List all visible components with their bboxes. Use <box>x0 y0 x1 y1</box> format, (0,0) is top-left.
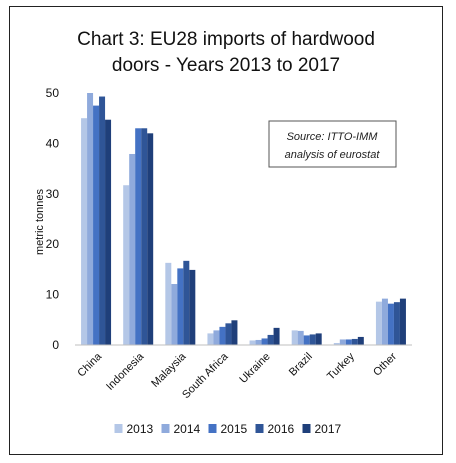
bar <box>207 333 214 345</box>
bar <box>267 334 274 345</box>
bar <box>177 268 184 345</box>
bar <box>309 334 316 345</box>
bar <box>141 128 148 345</box>
y-tick-label: 10 <box>46 288 60 302</box>
bar <box>261 338 268 345</box>
legend-swatch <box>302 424 311 433</box>
source-box <box>268 120 397 168</box>
y-tick-label: 0 <box>52 338 59 352</box>
x-tick-label: Other <box>371 350 399 378</box>
source-line-2: analysis of eurostat <box>285 149 381 161</box>
legend: 2013 2014 2015 2016 2017 <box>114 422 342 436</box>
bar <box>387 303 394 345</box>
bar <box>189 269 196 345</box>
chart-title-line-2: doors - Years 2013 to 2017 <box>112 55 340 76</box>
legend-swatch <box>161 424 170 433</box>
bar <box>255 339 262 345</box>
bar <box>123 185 130 345</box>
bar <box>213 330 220 345</box>
bar <box>249 340 256 345</box>
y-axis-label: metric tonnes <box>34 188 46 255</box>
bar <box>105 119 112 345</box>
legend-label: 2017 <box>315 422 342 436</box>
bar <box>87 93 94 345</box>
chart-canvas: Chart 3: EU28 imports of hardwood doors … <box>34 29 412 436</box>
bar <box>231 320 238 345</box>
bar <box>219 326 226 345</box>
bar <box>171 284 178 345</box>
bar <box>291 330 298 345</box>
y-axis: 0 10 20 30 40 50 <box>46 86 60 352</box>
x-tick-label: China <box>75 350 104 379</box>
source-annotation: Source: ITTO-IMM analysis of eurostat <box>268 120 397 168</box>
bar <box>303 335 310 345</box>
legend-swatch <box>114 424 123 433</box>
legend-swatch <box>208 424 217 433</box>
bar <box>165 262 172 345</box>
x-tick-label: Brazil <box>287 351 315 379</box>
bar <box>93 105 100 345</box>
bar <box>297 330 304 345</box>
bar <box>129 153 136 345</box>
legend-label: 2016 <box>268 422 295 436</box>
bar <box>345 339 352 345</box>
legend-swatch <box>255 424 264 433</box>
chart-frame: Chart 3: EU28 imports of hardwood doors … <box>9 6 443 455</box>
legend-label: 2013 <box>127 422 154 436</box>
legend-label: 2014 <box>174 422 201 436</box>
y-tick-label: 40 <box>46 136 60 150</box>
x-tick-label: Ukraine <box>237 351 272 386</box>
bar <box>339 339 346 345</box>
bar <box>183 260 190 345</box>
bar <box>273 327 280 345</box>
bar <box>351 338 358 345</box>
y-tick-label: 30 <box>46 187 60 201</box>
bar <box>225 323 232 345</box>
bar <box>375 301 382 345</box>
chart-title-line-1: Chart 3: EU28 imports of hardwood <box>77 29 375 50</box>
x-tick-label: Malaysia <box>149 350 189 390</box>
x-tick-label: South Africa <box>180 350 231 401</box>
legend-label: 2015 <box>221 422 248 436</box>
y-tick-label: 20 <box>46 237 60 251</box>
source-line-1: Source: ITTO-IMM <box>287 131 379 143</box>
bar <box>147 133 154 345</box>
bar <box>333 342 340 345</box>
x-tick-label: Turkey <box>325 350 357 382</box>
bar <box>135 128 142 345</box>
bar <box>381 298 388 345</box>
y-tick-label: 50 <box>46 86 60 100</box>
bar <box>315 333 322 345</box>
bar <box>81 118 88 345</box>
bar <box>99 96 106 345</box>
bar <box>393 302 400 345</box>
bar <box>357 336 364 345</box>
bar <box>399 298 406 345</box>
x-tick-label: Indonesia <box>104 350 147 393</box>
bars <box>81 93 406 345</box>
